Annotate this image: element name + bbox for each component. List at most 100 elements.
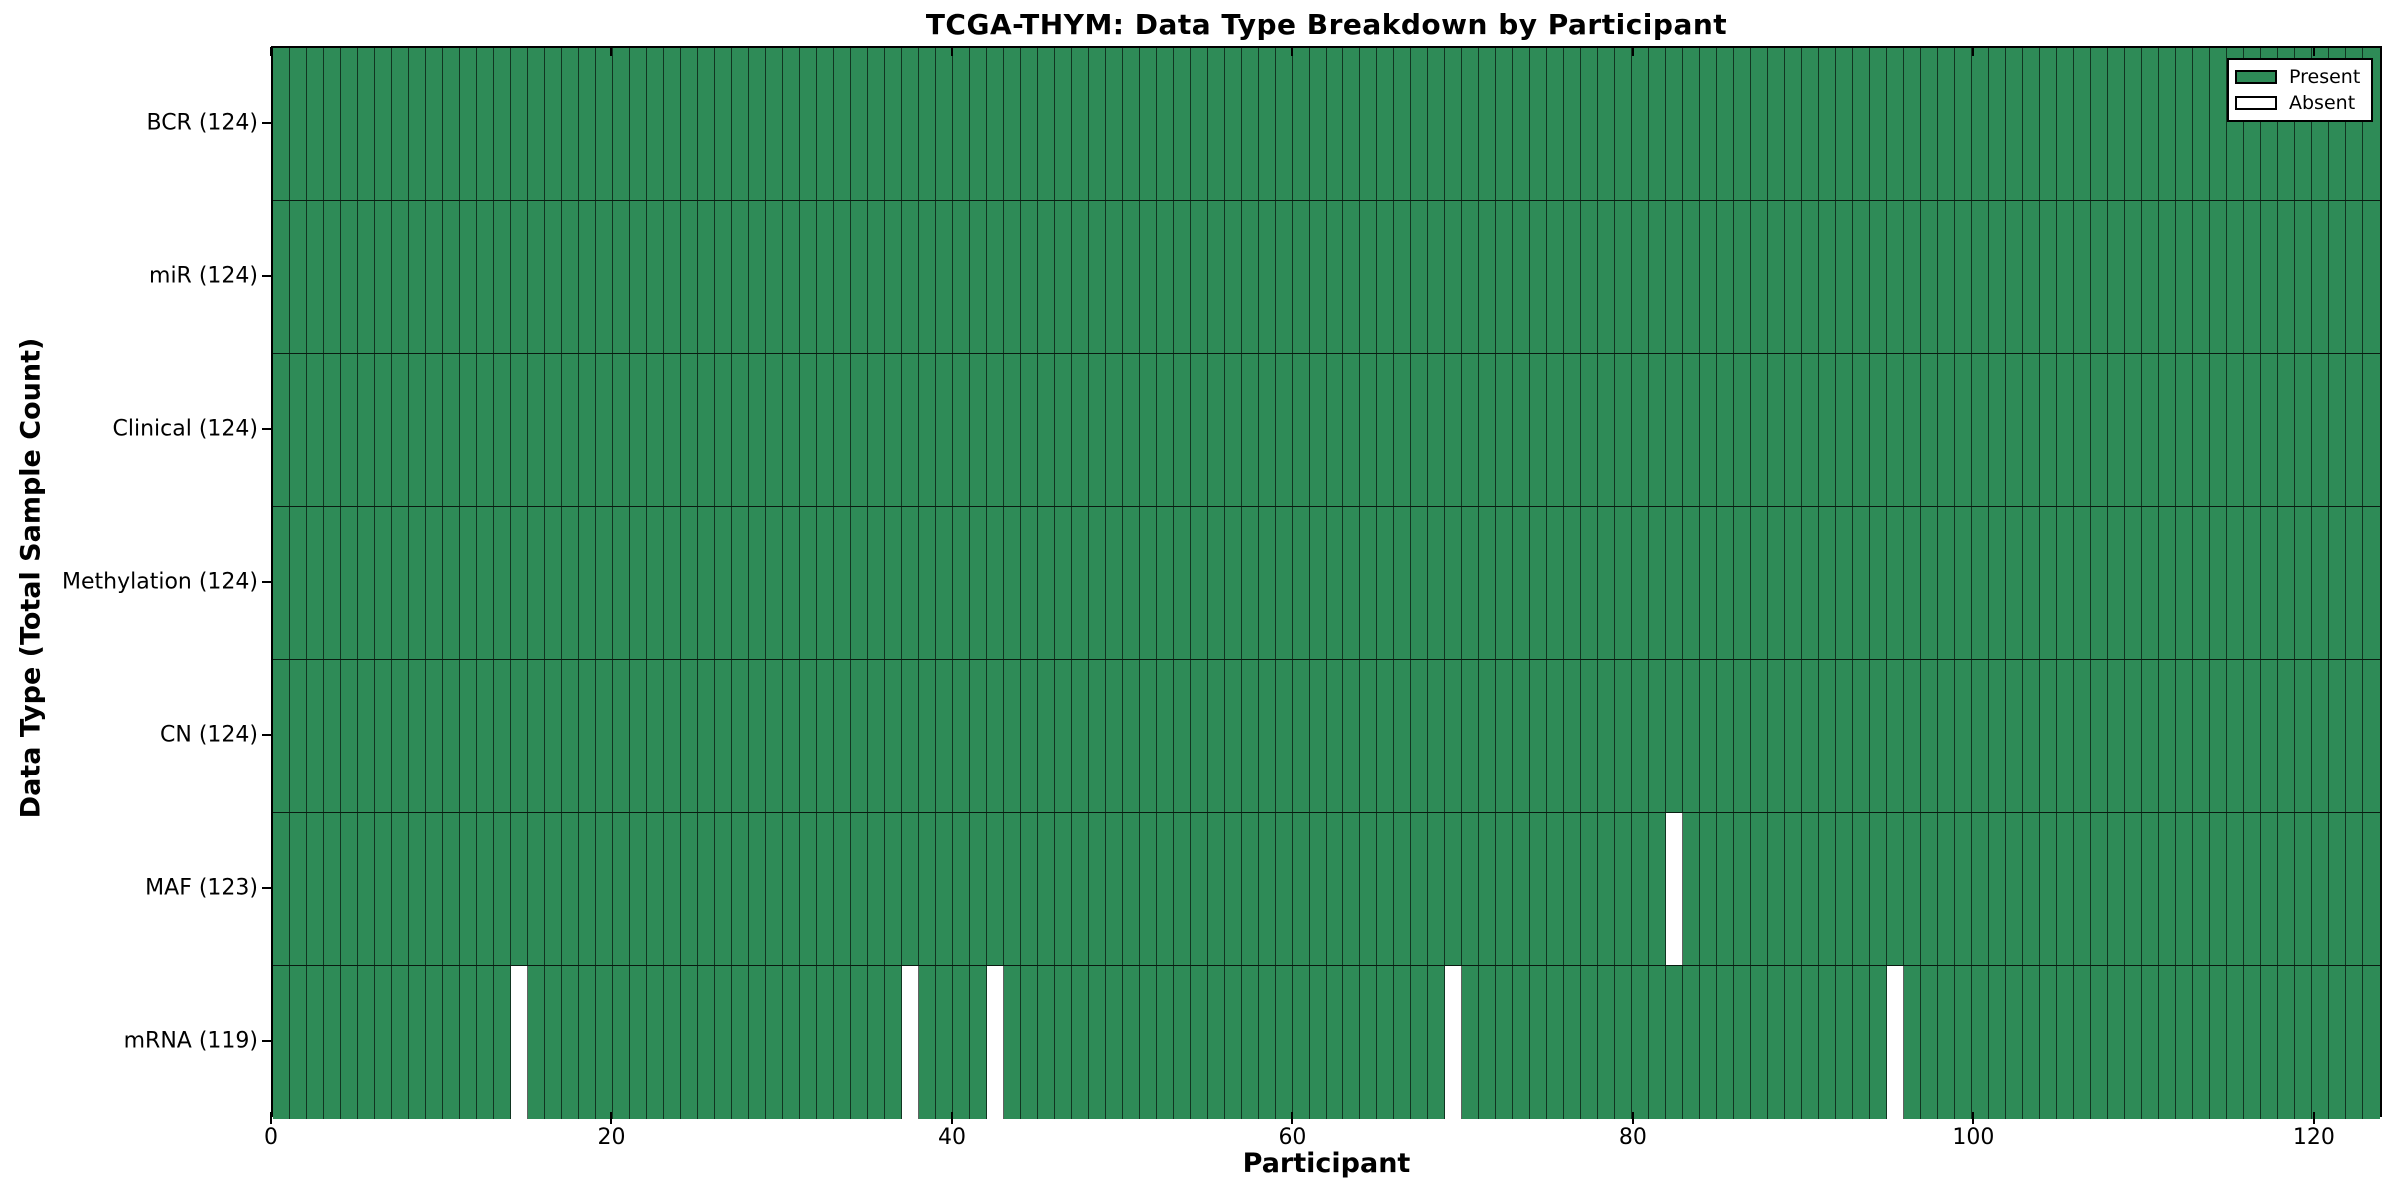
- matrix-cell: [799, 813, 817, 965]
- matrix-cell: [952, 813, 970, 965]
- matrix-cell: [510, 201, 528, 353]
- matrix-cell: [374, 966, 392, 1119]
- matrix-cell: [1972, 354, 1990, 506]
- matrix-cell: [1071, 966, 1089, 1119]
- matrix-cell: [1904, 201, 1922, 353]
- matrix-cell: [2125, 966, 2143, 1119]
- matrix-cell: [1870, 354, 1888, 506]
- matrix-cell: [850, 48, 868, 200]
- matrix-cell: [1853, 48, 1871, 200]
- x-tick-mark-top: [950, 47, 953, 56]
- matrix-cell: [1632, 813, 1650, 965]
- matrix-cell: [2261, 354, 2279, 506]
- matrix-cell: [1428, 201, 1446, 353]
- matrix-row-MAF: [273, 813, 2380, 966]
- y-tick-label-mRNA: mRNA (119): [123, 1028, 258, 1053]
- matrix-cell: [1258, 660, 1276, 812]
- matrix-cell: [1394, 201, 1412, 353]
- matrix-cell: [1751, 507, 1769, 659]
- matrix-cell: [1751, 966, 1769, 1119]
- y-tick-mark: [262, 274, 271, 277]
- matrix-cell: [1768, 201, 1786, 353]
- matrix-cell: [680, 660, 698, 812]
- matrix-cell: [544, 966, 562, 1119]
- matrix-cell: [799, 201, 817, 353]
- matrix-cell: [1275, 660, 1293, 812]
- matrix-cell: [2295, 507, 2313, 659]
- matrix-cell: [663, 201, 681, 353]
- matrix-cell: [2006, 966, 2024, 1119]
- matrix-cell: [1598, 813, 1616, 965]
- matrix-cell: [1122, 507, 1140, 659]
- matrix-cell: [323, 354, 341, 506]
- matrix-cell: [1054, 660, 1072, 812]
- matrix-cell: [1938, 507, 1956, 659]
- matrix-cell: [2159, 507, 2177, 659]
- matrix-cell: [289, 201, 307, 353]
- legend: Present Absent: [2227, 58, 2373, 122]
- matrix-cell: [374, 48, 392, 200]
- matrix-cell: [2142, 813, 2160, 965]
- matrix-cell: [578, 813, 596, 965]
- matrix-cell: [867, 813, 885, 965]
- matrix-cell: [425, 354, 443, 506]
- matrix-cell: [1037, 813, 1055, 965]
- matrix-cell: [1122, 48, 1140, 200]
- matrix-cell: [1513, 660, 1531, 812]
- matrix-cell: [442, 507, 460, 659]
- matrix-cell: [1904, 966, 1922, 1119]
- matrix-cell: [510, 354, 528, 506]
- matrix-cell: [1037, 48, 1055, 200]
- matrix-cell: [2074, 48, 2092, 200]
- matrix-cell: [612, 507, 630, 659]
- matrix-cell: [1003, 354, 1021, 506]
- matrix-cell: [1700, 48, 1718, 200]
- matrix-cell: [1734, 354, 1752, 506]
- matrix-cell: [1819, 507, 1837, 659]
- matrix-cell: [1734, 48, 1752, 200]
- matrix-cell: [1955, 201, 1973, 353]
- matrix-cell: [1020, 201, 1038, 353]
- matrix-cell: [544, 48, 562, 200]
- matrix-cell: [1343, 507, 1361, 659]
- matrix-cell: [2040, 507, 2058, 659]
- matrix-cell: [1938, 660, 1956, 812]
- matrix-cell: [952, 48, 970, 200]
- matrix-cell: [1122, 354, 1140, 506]
- matrix-cell: [2261, 201, 2279, 353]
- matrix-cell: [1921, 354, 1939, 506]
- matrix-cell: [1292, 201, 1310, 353]
- matrix-cell: [2312, 813, 2330, 965]
- matrix-cell: [1173, 507, 1191, 659]
- matrix-cell: [918, 48, 936, 200]
- matrix-cell: [1377, 201, 1395, 353]
- matrix-cell: [527, 966, 545, 1119]
- matrix-cell: [578, 48, 596, 200]
- matrix-cell: [969, 48, 987, 200]
- matrix-cell: [1479, 813, 1497, 965]
- x-tick-label-0: 0: [264, 1125, 278, 1150]
- matrix-cell: [1326, 201, 1344, 353]
- matrix-cell: [1632, 660, 1650, 812]
- matrix-cell: [1173, 48, 1191, 200]
- matrix-cell: [1649, 201, 1667, 353]
- matrix-cell: [1547, 201, 1565, 353]
- matrix-cell: [1989, 48, 2007, 200]
- matrix-cell: [1564, 507, 1582, 659]
- matrix-cell: [2040, 966, 2058, 1119]
- x-tick-label-100: 100: [1952, 1125, 1995, 1150]
- matrix-cell: [273, 966, 290, 1119]
- matrix-cell: [1819, 354, 1837, 506]
- matrix-cell: [1275, 354, 1293, 506]
- matrix-cell: [493, 507, 511, 659]
- matrix-cell: [2295, 660, 2313, 812]
- matrix-cell: [799, 660, 817, 812]
- matrix-cell: [459, 48, 477, 200]
- matrix-cell: [1853, 354, 1871, 506]
- matrix-cell: [1530, 660, 1548, 812]
- matrix-cell: [1054, 354, 1072, 506]
- matrix-cell: [2193, 48, 2211, 200]
- matrix-cell: [2329, 507, 2347, 659]
- matrix-cell: [2159, 966, 2177, 1119]
